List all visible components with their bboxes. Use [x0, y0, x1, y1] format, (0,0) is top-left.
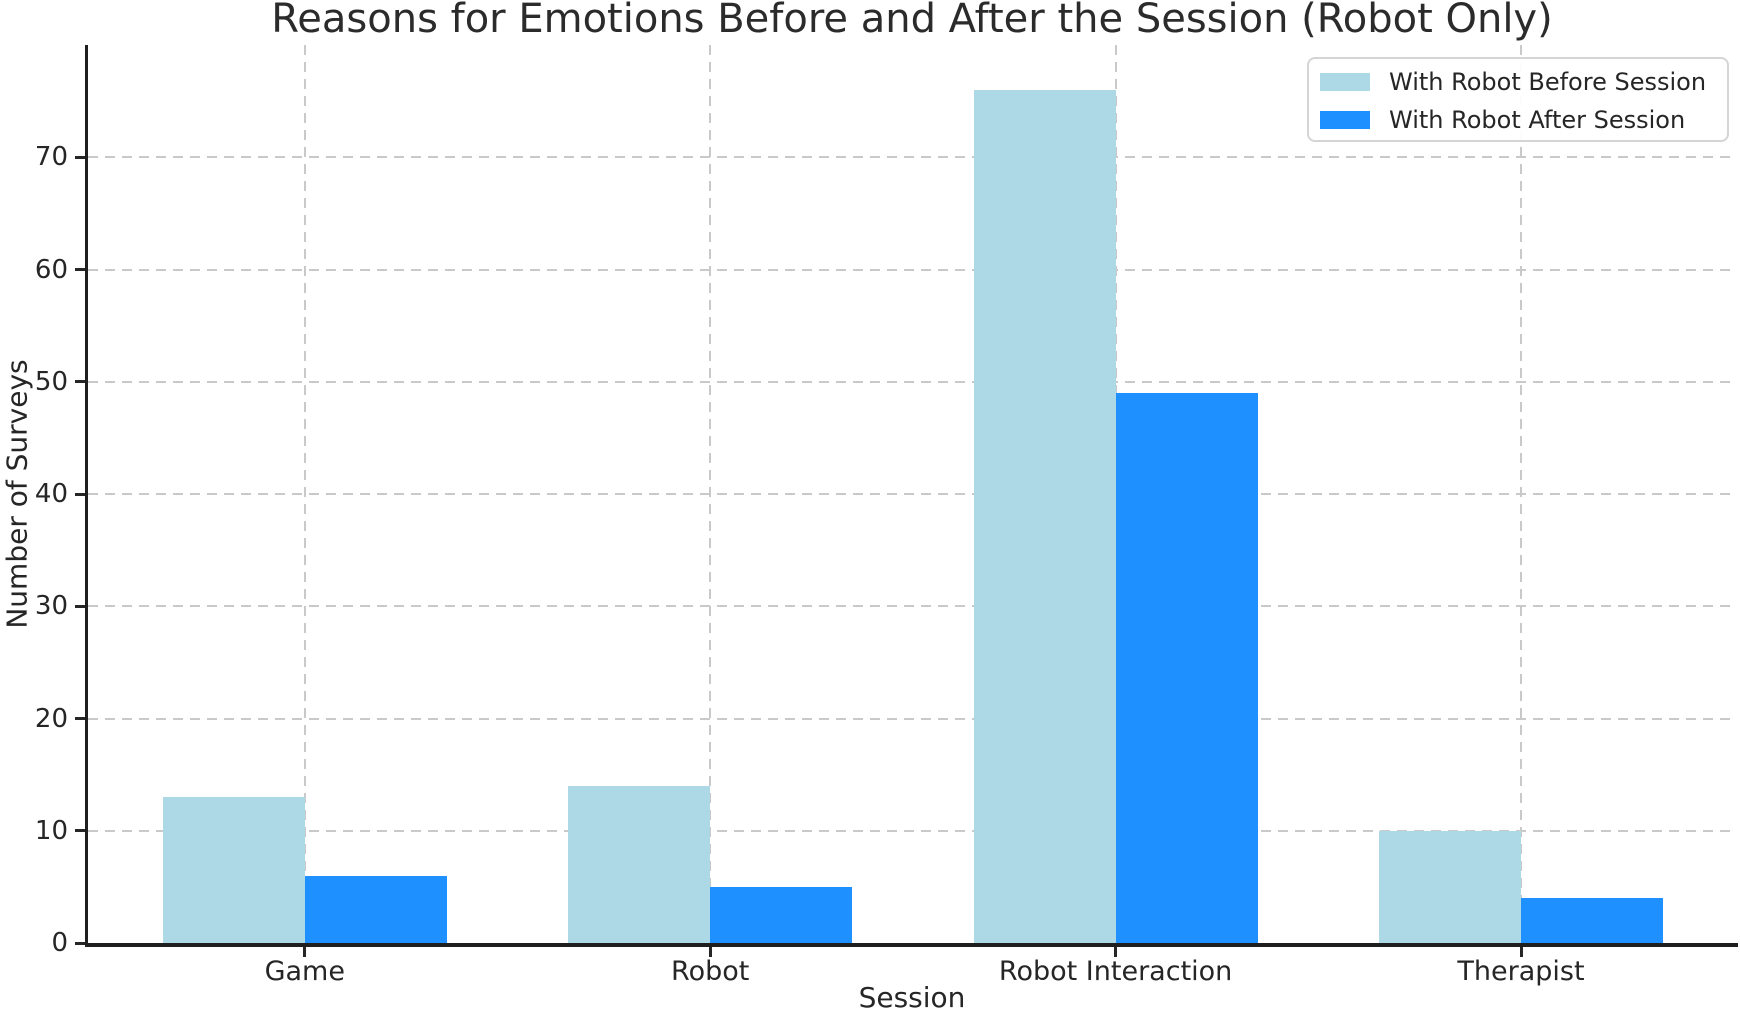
bar-before-therapist — [1379, 830, 1521, 943]
x-tick-label-robot: Robot — [671, 956, 750, 987]
y-tick-40 — [75, 492, 85, 496]
gridline-y-60 — [88, 268, 1737, 271]
gridline-x-therapist — [1520, 45, 1522, 943]
x-tick-robot — [708, 947, 712, 957]
gridline-y-10 — [88, 829, 1737, 832]
x-tick-robot-interaction — [1114, 947, 1118, 957]
y-tick-30 — [75, 604, 85, 608]
legend-label-after-session: With Robot After Session — [1389, 106, 1686, 134]
gridline-y-70 — [88, 156, 1737, 159]
legend-swatch-before-session — [1320, 73, 1370, 91]
x-tick-game — [303, 947, 307, 957]
x-tick-label-robot-interaction: Robot Interaction — [998, 956, 1233, 987]
x-axis-label: Session — [858, 981, 966, 1014]
gridline-y-20 — [88, 717, 1737, 720]
y-tick-label-60: 60 — [34, 254, 68, 285]
gridline-x-robot — [709, 45, 712, 943]
y-tick-60 — [75, 268, 85, 271]
gridline-y-30 — [88, 605, 1737, 608]
bar-after-therapist — [1521, 898, 1663, 943]
x-tick-therapist — [1519, 947, 1523, 957]
y-tick-label-50: 50 — [34, 366, 68, 397]
x-axis-spine — [85, 943, 1738, 947]
y-tick-0 — [75, 941, 85, 945]
legend-item-before-session: With Robot Before Session — [1309, 63, 1727, 101]
legend-swatch-after-session — [1320, 111, 1370, 129]
legend-label-before-session: With Robot Before Session — [1389, 68, 1707, 96]
bar-after-robot — [710, 886, 853, 943]
y-axis-label: Number of Surveys — [0, 359, 34, 629]
chart-title: Reasons for Emotions Before and After th… — [271, 0, 1553, 42]
bar-after-game — [304, 875, 447, 943]
y-tick-10 — [75, 829, 85, 833]
gridline-y-50 — [88, 380, 1737, 383]
x-tick-label-therapist: Therapist — [1457, 956, 1585, 987]
y-tick-50 — [75, 380, 85, 384]
y-tick-70 — [75, 155, 85, 159]
bar-before-robot — [568, 785, 711, 943]
y-tick-label-40: 40 — [34, 479, 68, 509]
y-axis-spine — [85, 45, 88, 947]
legend: With Robot Before Session With Robot Aft… — [1307, 57, 1729, 142]
y-tick-label-30: 30 — [34, 591, 68, 622]
bar-before-game — [162, 797, 305, 943]
y-tick-label-0: 0 — [51, 928, 68, 958]
gridline-x-game — [303, 45, 306, 943]
legend-item-after-session: With Robot After Session — [1309, 101, 1727, 139]
bar-after-robot-interaction — [1115, 392, 1258, 943]
x-tick-label-game: Game — [264, 956, 345, 987]
y-tick-label-70: 70 — [34, 142, 68, 173]
bar-before-robot-interaction — [973, 89, 1116, 943]
gridline-y-40 — [88, 493, 1737, 495]
y-tick-label-10: 10 — [34, 815, 68, 846]
y-tick-20 — [75, 717, 85, 720]
y-tick-label-20: 20 — [34, 703, 68, 734]
